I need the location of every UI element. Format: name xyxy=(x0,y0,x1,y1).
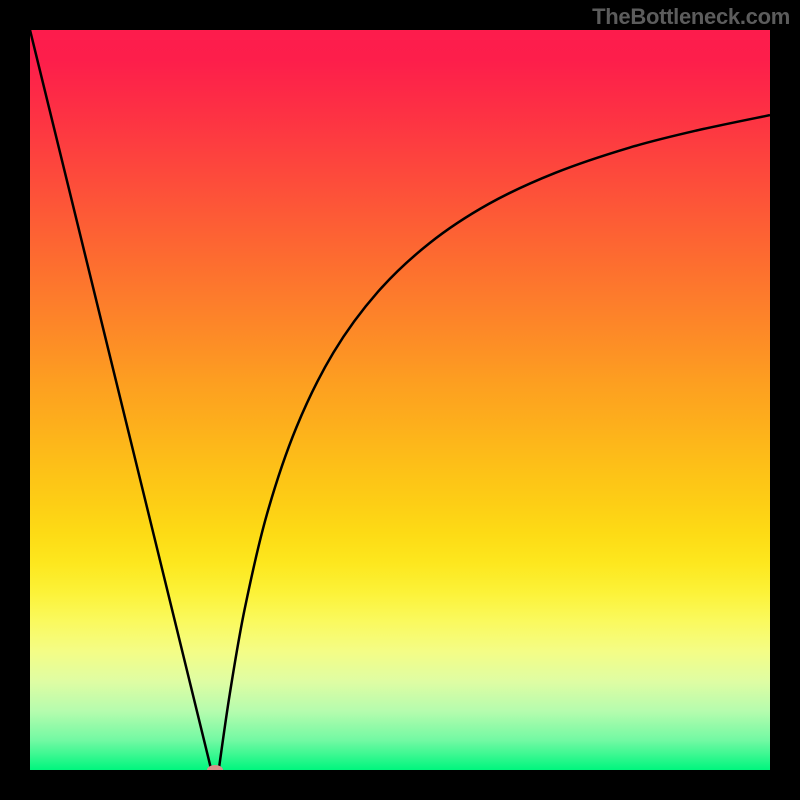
plot-background xyxy=(30,30,770,770)
plot-area xyxy=(30,30,770,770)
watermark-text: TheBottleneck.com xyxy=(592,4,790,30)
chart-frame: TheBottleneck.com xyxy=(0,0,800,800)
chart-svg xyxy=(30,30,770,770)
